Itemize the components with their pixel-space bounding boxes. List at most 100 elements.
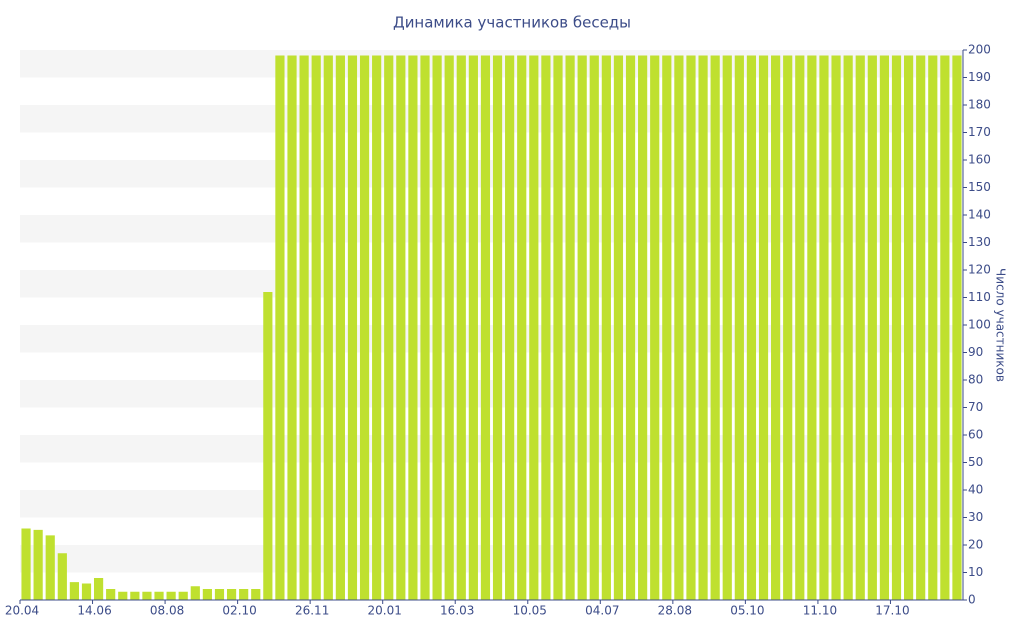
bar [541,55,551,600]
bar [21,528,31,600]
bar [577,55,587,600]
bar [492,55,503,600]
bar [444,55,454,600]
bar [940,55,950,600]
bar [214,589,225,600]
y-tick-label: 200 [968,43,991,57]
bar [299,55,309,600]
bar [420,55,430,600]
bar [456,55,466,600]
bar [396,55,406,600]
y-tick-label: 170 [968,125,991,139]
bar [202,589,212,600]
x-tick-label: 08.08 [150,604,184,618]
bar [154,591,164,600]
x-tick-label: 04.07 [585,604,619,618]
x-tick-label: 17.10 [875,604,909,618]
grid-band [20,270,963,298]
bar [263,292,273,600]
y-tick-label: 80 [968,373,983,387]
bar [650,55,660,600]
y-tick-label: 10 [968,565,983,579]
y-tick-label: 190 [968,70,991,84]
x-tick-label: 05.10 [730,604,764,618]
y-tick-label: 60 [968,428,983,442]
y-tick-label: 120 [968,263,991,277]
bar [239,589,249,600]
bar [81,583,92,600]
bar [625,55,636,600]
y-axis-label: Число участников [994,268,1008,382]
bar [867,55,877,600]
bar [468,55,478,600]
x-tick-label: 20.01 [368,604,402,618]
grid-band [20,325,963,353]
bar [372,55,382,600]
bar [710,55,720,600]
bar [734,55,744,600]
bar [275,55,285,600]
bar [323,55,333,600]
bar [843,55,853,600]
bar [686,55,696,600]
bar [601,55,611,600]
bar [565,55,575,600]
x-tick-label: 26.11 [295,604,329,618]
bar [589,55,599,600]
bar [698,55,708,600]
x-tick-label: 20.04 [5,604,39,618]
bar [384,55,394,600]
grid-band [20,435,963,463]
bar [287,55,297,600]
bar [831,55,841,600]
bar [57,553,67,600]
bar [891,55,902,600]
bar [432,55,442,600]
bar [904,55,914,600]
bar [746,55,757,600]
bar [517,55,527,600]
y-tick-label: 0 [968,593,976,607]
y-tick-label: 40 [968,483,983,497]
grid-band [20,160,963,188]
bar [952,55,962,600]
y-tick-label: 180 [968,98,991,112]
y-tick-label: 20 [968,538,983,552]
bar [118,591,128,600]
bar [638,55,648,600]
bar [130,591,140,600]
bar [69,582,79,600]
y-tick-label: 100 [968,318,991,332]
bar [819,55,829,600]
bar [553,55,563,600]
x-tick-label: 02.10 [222,604,256,618]
bar [142,591,152,600]
bar [178,591,188,600]
bar [758,55,769,600]
bar [795,55,805,600]
bar [722,55,732,600]
bar [311,55,321,600]
bar [807,55,817,600]
y-tick-label: 50 [968,455,983,469]
bar [855,55,865,600]
bar [408,55,418,600]
bar [335,55,345,600]
y-tick-label: 30 [968,510,983,524]
grid-band [20,105,963,133]
bar [190,586,200,600]
chart-title: Динамика участников беседы [393,14,631,32]
y-tick-label: 90 [968,345,983,359]
grid-band [20,545,963,573]
y-tick-label: 70 [968,400,983,414]
bar [106,589,116,600]
bar [251,589,261,600]
grid-band [20,215,963,243]
grid-band [20,380,963,408]
y-tick-label: 140 [968,208,991,222]
bar [480,55,491,600]
y-tick-label: 130 [968,235,991,249]
y-tick-label: 150 [968,180,991,194]
